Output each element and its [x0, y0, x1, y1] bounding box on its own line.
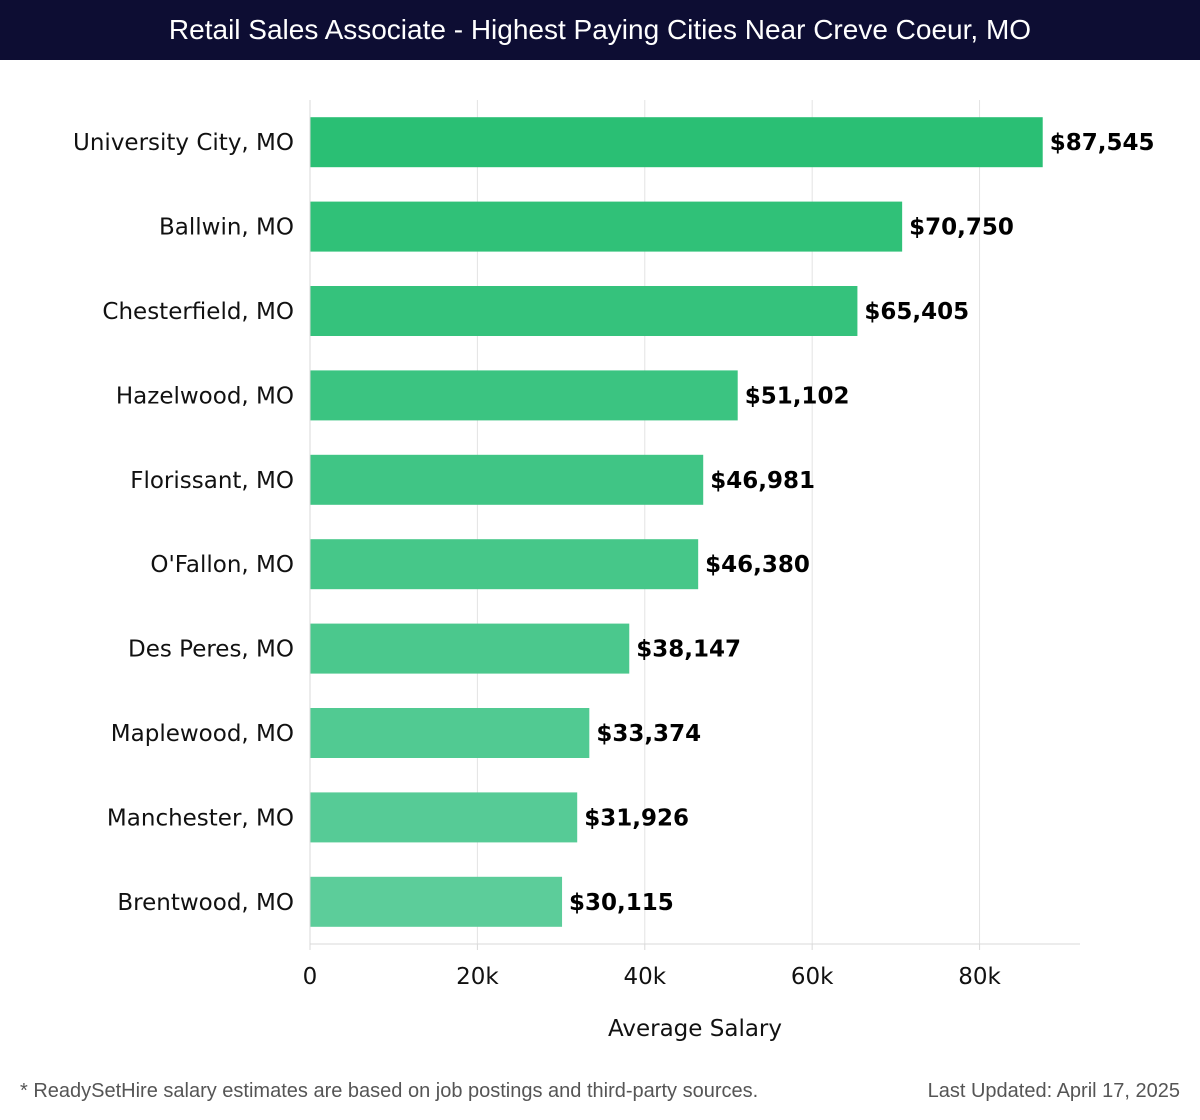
- value-label: $65,405: [864, 299, 969, 325]
- bar: [310, 286, 858, 336]
- footer-note: * ReadySetHire salary estimates are base…: [20, 1080, 759, 1102]
- bar: [310, 201, 903, 252]
- bar: [310, 370, 738, 421]
- bar: [310, 792, 578, 843]
- value-label: $38,147: [636, 637, 741, 663]
- x-tick-label: 80k: [958, 964, 1001, 990]
- value-label: $46,380: [705, 552, 810, 578]
- value-label: $46,981: [710, 468, 815, 494]
- bar-chart: University City, MO $87,545 Ballwin, MO $70…: [73, 100, 1154, 1042]
- category-label: Maplewood, MO: [111, 721, 294, 747]
- bar: [310, 876, 563, 927]
- bar: [310, 539, 699, 590]
- x-tick-label: 0: [303, 964, 318, 990]
- category-label: Ballwin, MO: [159, 215, 294, 241]
- x-tick-label: 20k: [456, 964, 499, 990]
- bar: [310, 117, 1043, 168]
- value-label: $51,102: [745, 383, 850, 409]
- category-label: Des Peres, MO: [128, 637, 294, 663]
- value-label: $87,545: [1050, 130, 1155, 156]
- last-updated: Last Updated: April 17, 2025: [927, 1080, 1180, 1102]
- bars: University City, MO $87,545 Ballwin, MO $70…: [73, 117, 1154, 927]
- x-axis: 0 20k 40k 60k 80k: [303, 100, 1080, 990]
- x-tick-label: 60k: [791, 964, 834, 990]
- category-label: Brentwood, MO: [117, 890, 294, 916]
- x-axis-title: Average Salary: [608, 1016, 782, 1042]
- value-label: $30,115: [569, 890, 674, 916]
- x-tick-label: 40k: [623, 964, 666, 990]
- category-label: University City, MO: [73, 130, 294, 156]
- value-label: $70,750: [909, 215, 1014, 241]
- chart-title: Retail Sales Associate - Highest Paying …: [0, 0, 1200, 60]
- category-label: Hazelwood, MO: [116, 383, 294, 409]
- bar: [310, 708, 590, 758]
- category-label: Chesterfield, MO: [102, 299, 294, 325]
- category-label: Florissant, MO: [130, 468, 294, 494]
- bar: [310, 454, 704, 505]
- category-label: Manchester, MO: [107, 805, 294, 831]
- bar: [310, 623, 630, 674]
- value-label: $31,926: [584, 805, 689, 831]
- value-label: $33,374: [596, 721, 701, 747]
- category-label: O'Fallon, MO: [150, 552, 294, 578]
